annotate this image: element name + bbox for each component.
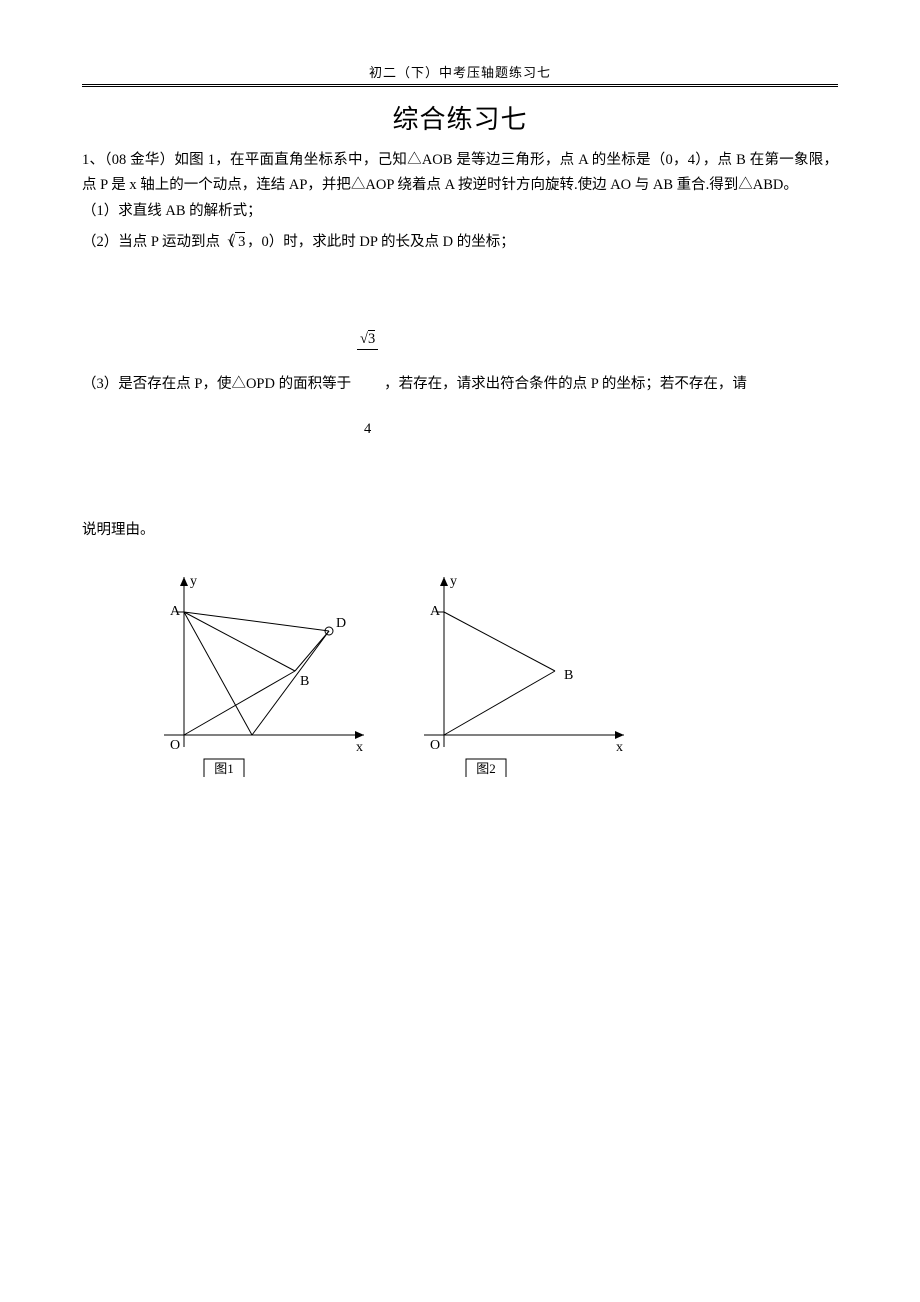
problem-intro: 1、（08 金华）如图 1，在平面直角坐标系中，己知△AOB 是等边三角形，点 … [82,148,838,197]
q2-post: ，0）时，求此时 DP 的长及点 D 的坐标； [243,234,514,250]
question-3-line1: （3）是否存在点 P，使△OPD 的面积等于 √3 4 ，若存在，请求出符合条件… [82,261,838,508]
svg-text:O: O [170,738,180,753]
q2-pre: （2）当点 P 运动到点（ [82,234,235,250]
svg-text:x: x [616,740,623,755]
header-text: 初二（下）中考压轴题练习七 [82,62,838,84]
svg-text:y: y [450,574,457,589]
figures-container: A B D Ox y 图1 A B Ox y 图2 [132,567,838,782]
q3-fraction: √3 4 [357,261,379,508]
question-2: （2）当点 P 运动到点（ 3√ ，0）时，求此时 DP 的长及点 D 的坐标； [82,230,838,255]
svg-text:B: B [564,668,573,683]
header-rule-bottom [82,86,838,87]
header-rule-top [82,84,838,85]
page-title: 综合练习七 [82,99,838,136]
figure-1: A B D Ox y 图1 [132,567,372,782]
svg-text:图1: 图1 [214,761,234,776]
svg-text:B: B [300,674,309,689]
question-1: （1）求直线 AB 的解析式； [82,199,838,224]
svg-text:y: y [190,574,197,589]
svg-text:D: D [336,616,346,631]
question-3-line2: 说明理由。 [82,518,838,543]
svg-text:O: O [430,738,440,753]
svg-text:x: x [356,740,363,755]
figure-1-svg: A B D Ox y 图1 [132,567,372,777]
q3-frac-den: 4 [357,420,379,439]
q2-sqrt-sign: √ [227,234,235,250]
q3-post: ，若存在，请求出符合条件的点 P 的坐标；若不存在，请 [380,367,746,402]
q3-frac-num: √3 [357,330,379,350]
svg-text:图2: 图2 [476,761,496,776]
svg-text:A: A [170,604,181,619]
page: 初二（下）中考压轴题练习七 综合练习七 1、（08 金华）如图 1，在平面直角坐… [0,0,920,862]
svg-text:A: A [430,604,441,619]
figure-2: A B Ox y 图2 [392,567,632,782]
figure-2-svg: A B Ox y 图2 [392,567,632,777]
q3-pre: （3）是否存在点 P，使△OPD 的面积等于 [82,367,355,402]
